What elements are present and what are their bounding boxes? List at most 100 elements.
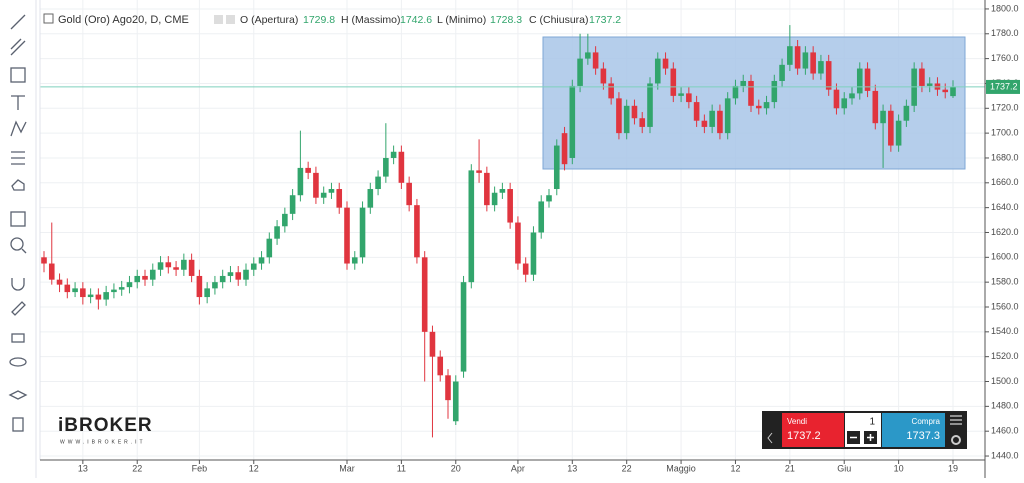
candle-body (445, 375, 451, 401)
candle-body (235, 272, 242, 280)
ohlc-value: 1728.3 (490, 14, 522, 26)
x-tick-label: Maggio (666, 463, 696, 473)
candle-body (825, 61, 832, 90)
y-tick-label: 1640.0 (991, 202, 1019, 212)
candle-body (266, 238, 273, 258)
y-tick-label: 1700.0 (991, 128, 1019, 138)
logo-url: WWW.IBROKER.IT (60, 439, 146, 445)
candle-body (732, 85, 739, 99)
candle-body (654, 58, 661, 84)
candle-body (491, 192, 498, 206)
collapse-icon[interactable] (43, 13, 54, 24)
candle-body (48, 263, 55, 280)
candle-body (219, 275, 226, 283)
candle-body (406, 182, 412, 206)
candle-body (763, 102, 770, 109)
candle-body (274, 226, 280, 239)
candle-body (639, 118, 646, 127)
candle-body (375, 176, 381, 190)
y-tick-label: 1780.0 (991, 28, 1019, 38)
candle-body (802, 52, 809, 69)
candle-body (250, 263, 257, 270)
ohlc-value: 1737.2 (589, 14, 621, 26)
candle-body (165, 262, 172, 268)
candle-body (320, 192, 327, 198)
candle-body (414, 205, 420, 258)
candle-body (227, 272, 234, 276)
ohlc-label: H (Massimo) (341, 14, 401, 26)
candle-body (95, 294, 102, 300)
candle-body (421, 257, 428, 332)
candle-body (383, 157, 389, 177)
y-tick-label: 1440.0 (991, 450, 1019, 460)
menu-icon[interactable] (950, 415, 962, 425)
candle-body (429, 331, 436, 357)
candle-body (678, 93, 684, 96)
candle-body (344, 207, 350, 264)
candle-body (623, 105, 630, 134)
candle-body (942, 89, 949, 93)
candle-body (499, 189, 506, 193)
candle-body (856, 68, 863, 94)
candle-body (212, 282, 218, 289)
y-tick-label: 1600.0 (991, 252, 1019, 262)
header-icon[interactable] (214, 15, 223, 24)
candle-body (515, 222, 521, 264)
buy-button[interactable] (882, 413, 945, 447)
header-icon[interactable] (226, 15, 235, 24)
x-tick-label: 11 (397, 463, 406, 473)
symbol-title: Gold (Oro) Ago20, D, CME (58, 14, 189, 26)
candle-body (631, 105, 638, 119)
candle-body (328, 189, 335, 193)
sell-button[interactable] (782, 413, 844, 447)
x-tick-label: 10 (894, 463, 904, 473)
candle-body (80, 288, 86, 298)
candle-body (950, 86, 956, 97)
candle-body (585, 52, 591, 59)
candle-body (592, 52, 599, 69)
candle-body (173, 267, 179, 270)
ohlc-value: 1729.8 (303, 14, 335, 26)
settings-icon[interactable] (951, 435, 961, 445)
candle-body (709, 110, 715, 127)
candle-body (561, 133, 568, 165)
candle-body (437, 356, 444, 376)
x-tick-label: 19 (948, 463, 958, 473)
x-tick-label: Giu (837, 463, 851, 473)
candle-body (359, 207, 366, 258)
ohlc-label: C (Chiusura) (529, 14, 589, 26)
drawn-rectangle[interactable] (542, 36, 966, 170)
quantity: 1 (869, 417, 875, 428)
candle-body (740, 80, 747, 86)
candle-body (919, 68, 925, 86)
candle-body (569, 85, 576, 158)
candle-body (895, 120, 902, 146)
price-badge-label: 1737.2 (990, 81, 1018, 91)
candle-body (56, 279, 63, 285)
x-tick-label: Mar (339, 463, 355, 473)
ohlc-label: L (Minimo) (437, 14, 486, 26)
x-tick-label: 13 (78, 463, 88, 473)
x-tick-label: 12 (730, 463, 740, 473)
candle-body (507, 189, 513, 223)
candle-body (522, 263, 529, 275)
candle-body (390, 151, 397, 158)
candle-body (717, 110, 723, 134)
y-tick-label: 1620.0 (991, 227, 1019, 237)
candle-body (810, 52, 816, 74)
candle-body (351, 257, 358, 264)
candle-body (157, 262, 164, 270)
candle-body (724, 98, 731, 134)
candle-body (196, 275, 203, 298)
toolbar (0, 0, 36, 478)
stepper-icons (850, 434, 874, 441)
ohlc-value: 1742.6 (400, 14, 432, 26)
back-icon[interactable] (767, 432, 773, 444)
x-tick-label: 12 (249, 463, 259, 473)
candle-body (872, 90, 879, 124)
candle-body (289, 195, 296, 214)
toolbar-icons[interactable] (8, 14, 28, 432)
candle-body (188, 259, 195, 276)
candle-body (849, 93, 855, 99)
